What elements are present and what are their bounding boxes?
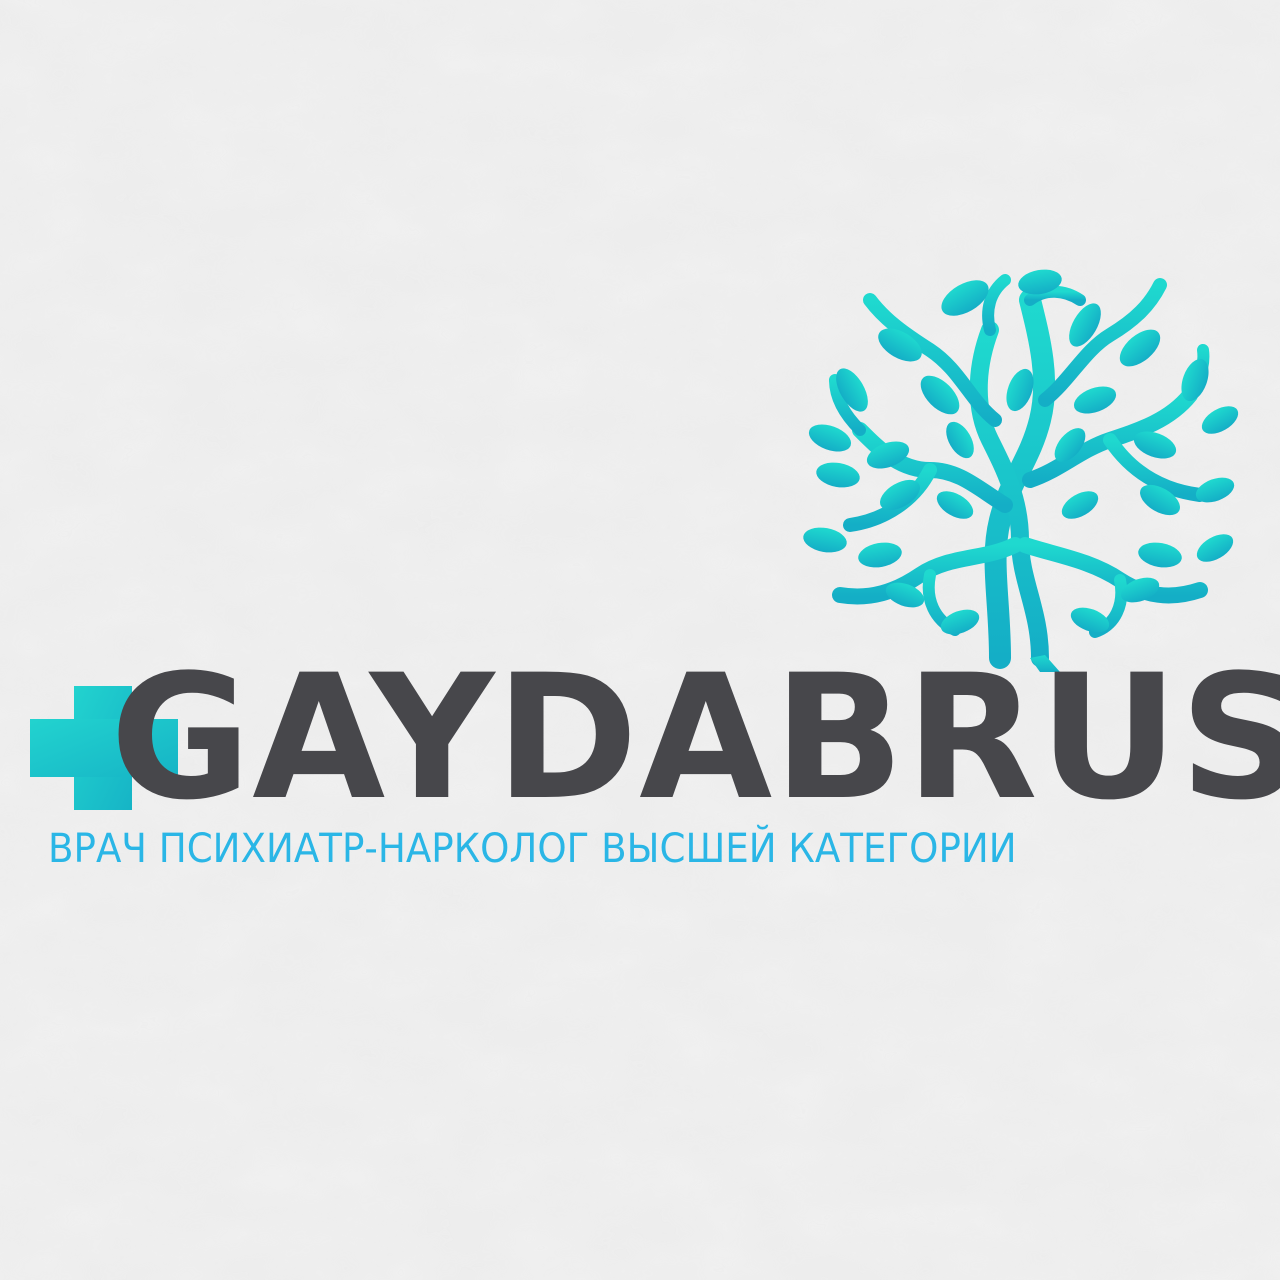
tree-icon [803, 269, 1239, 672]
brand-tagline: ВРАЧ ПСИХИАТР-НАРКОЛОГ ВЫСШЕЙ КАТЕГОРИИ [48, 826, 1017, 872]
medical-cross-icon [30, 686, 178, 810]
brand-name: GAYDABRUS [110, 637, 1280, 838]
